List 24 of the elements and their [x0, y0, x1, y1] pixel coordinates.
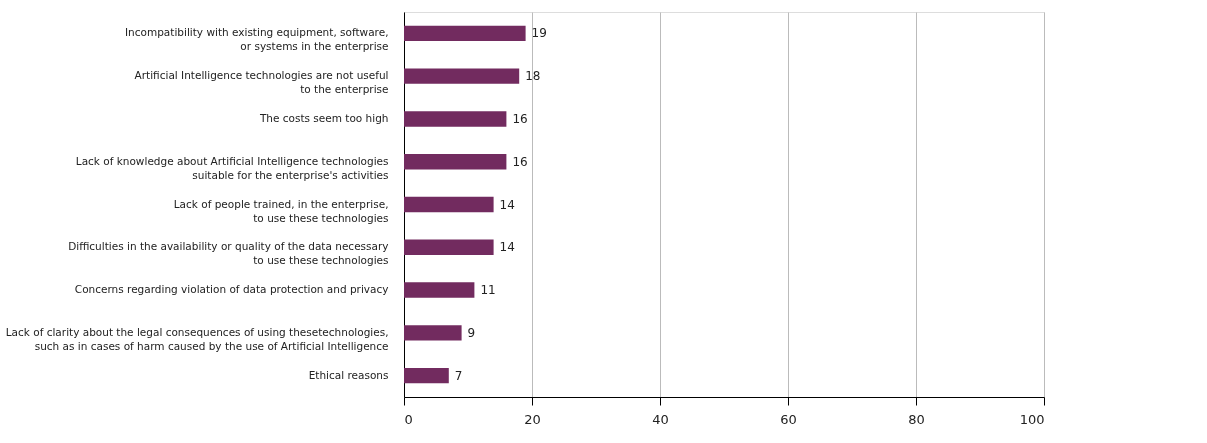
- x-tick-label: 80: [908, 411, 925, 427]
- y-tick-label: The costs seem too high: [258, 111, 389, 124]
- y-tick-label: Ethical reasons: [308, 368, 389, 381]
- data-label: 19: [531, 26, 547, 41]
- x-tick-label: 0: [404, 411, 413, 427]
- y-tick-label: Artificial Intelligence technologies are not useful to the enterprise: [134, 69, 389, 96]
- data-label: 16: [512, 111, 528, 126]
- data-label: 14: [499, 240, 515, 255]
- data-label: 16: [512, 154, 528, 169]
- x-tick-label: 40: [652, 411, 669, 427]
- x-tick-label: 60: [780, 411, 797, 427]
- data-label: 9: [467, 325, 476, 340]
- data-label: 18: [525, 69, 541, 84]
- data-label: 11: [480, 283, 496, 298]
- y-tick-label: Lack of knowledge about Artificial Intelligence technologies suitable for the enterprise's activities: [75, 154, 389, 181]
- data-label: 7: [454, 368, 463, 383]
- x-tick-label: 20: [524, 411, 541, 427]
- y-tick-label: Lack of people trained, in the enterprise, to use these technologies: [173, 197, 389, 224]
- y-tick-label: Lack of clarity about the legal consequences of using thesetechnologies, such as in cases of harm caused by the use of Artificial Intelligence: [5, 325, 389, 352]
- y-tick-label: Difficulties in the availability or quality of the data necessary to use these technologies: [68, 240, 389, 267]
- y-tick-label: Incompatibility with existing equipment, software, or systems in the enterprise: [124, 26, 389, 53]
- x-tick-label: 100: [1019, 411, 1045, 427]
- y-tick-label: Concerns regarding violation of data protection and privacy: [74, 283, 389, 296]
- data-label: 14: [499, 197, 515, 212]
